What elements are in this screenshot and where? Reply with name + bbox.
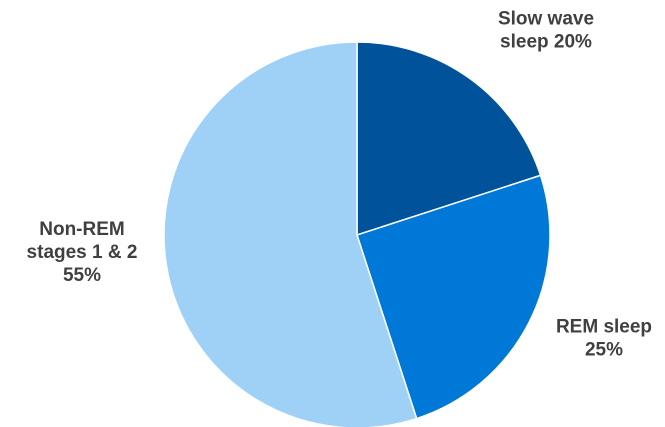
slice-label-3: Non-REM stages 1 & 2 55% bbox=[27, 219, 138, 286]
slice-label-line: Non-REM bbox=[39, 219, 124, 240]
pie-slice-slow-wave-sleep bbox=[356, 41, 542, 237]
pie-slice-non-rem-stages-1-2 bbox=[163, 41, 418, 427]
pie-slices bbox=[163, 41, 551, 427]
slice-label-line: sleep 20% bbox=[500, 32, 592, 53]
slice-label-line: 55% bbox=[63, 265, 101, 286]
slice-label-line: Slow wave bbox=[498, 9, 594, 30]
slice-label-line: REM sleep bbox=[556, 317, 652, 338]
pie-slice-rem-sleep bbox=[356, 174, 551, 420]
slice-label-1: Slow wave sleep 20% bbox=[498, 9, 594, 53]
slice-label-line: 25% bbox=[585, 340, 623, 361]
slice-label-line: stages 1 & 2 bbox=[27, 242, 138, 263]
slice-label-2: REM sleep 25% bbox=[556, 317, 652, 361]
pie-labels: Slow wave sleep 20% REM sleep 25% Non-REM sta… bbox=[27, 9, 653, 361]
